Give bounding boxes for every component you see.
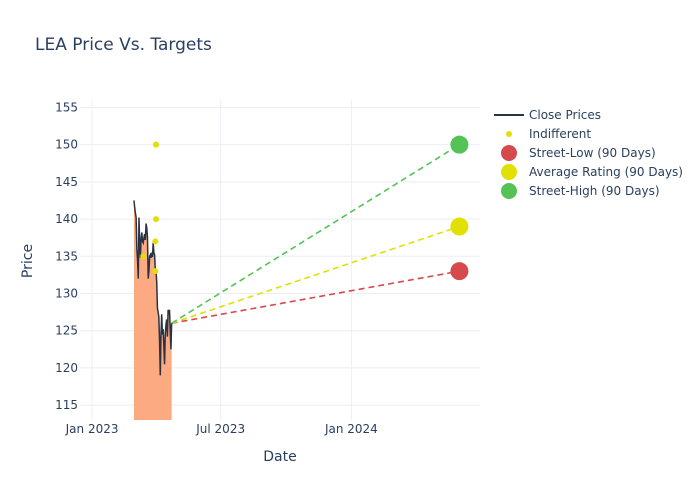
x-tick-label: Jan 2024	[324, 422, 378, 436]
axes: 115 120 125 130 135 140 145 150 155 Jan 2023 Jul 2…	[55, 100, 378, 436]
indifferent-marker	[153, 141, 160, 148]
indifferent-marker	[152, 268, 159, 275]
legend-item-indifferent[interactable]: Indifferent	[506, 127, 591, 141]
legend-item-street-low[interactable]: Street-Low (90 Days)	[501, 145, 656, 161]
y-tick-label: 135	[55, 249, 78, 263]
legend-label: Street-Low (90 Days)	[529, 146, 656, 160]
street-low-projection	[171, 270, 460, 325]
y-tick-label: 130	[55, 286, 78, 300]
legend[interactable]: Close Prices Indifferent Street-Low (90 Da…	[494, 108, 683, 199]
y-tick-label: 125	[55, 324, 78, 338]
legend-dot-swatch	[506, 131, 512, 137]
close-price-line	[133, 200, 173, 376]
average-rating-projection	[171, 225, 460, 325]
y-tick-label: 150	[55, 138, 78, 152]
average-rating-marker	[450, 217, 469, 236]
x-axis-title: Date	[263, 449, 296, 465]
y-axis-title: Price	[20, 244, 36, 278]
indifferent-marker	[152, 238, 159, 245]
y-tick-label: 115	[55, 398, 78, 412]
plot-area	[133, 135, 469, 420]
legend-circle-swatch	[501, 183, 517, 199]
chart-title: LEA Price Vs. Targets	[35, 35, 212, 55]
street-low-marker	[450, 262, 469, 281]
street-high-marker	[450, 135, 469, 154]
y-tick-label: 140	[55, 212, 78, 226]
y-tick-label: 145	[55, 175, 78, 189]
legend-label: Close Prices	[529, 108, 601, 122]
legend-item-close-prices[interactable]: Close Prices	[494, 108, 601, 122]
y-tick-label: 120	[55, 361, 78, 375]
legend-item-average-rating[interactable]: Average Rating (90 Days)	[501, 164, 683, 180]
legend-circle-swatch	[501, 145, 517, 161]
street-high-projection	[171, 143, 460, 324]
x-tick-label: Jul 2023	[195, 422, 245, 436]
legend-circle-swatch	[501, 164, 517, 180]
legend-label: Average Rating (90 Days)	[529, 165, 683, 179]
indifferent-marker	[140, 253, 147, 260]
y-tick-label: 155	[55, 100, 78, 114]
legend-item-street-high[interactable]: Street-High (90 Days)	[501, 183, 660, 199]
legend-label: Indifferent	[529, 127, 591, 141]
x-tick-label: Jan 2023	[65, 422, 119, 436]
indifferent-marker	[153, 216, 160, 223]
legend-label: Street-High (90 Days)	[529, 184, 660, 198]
